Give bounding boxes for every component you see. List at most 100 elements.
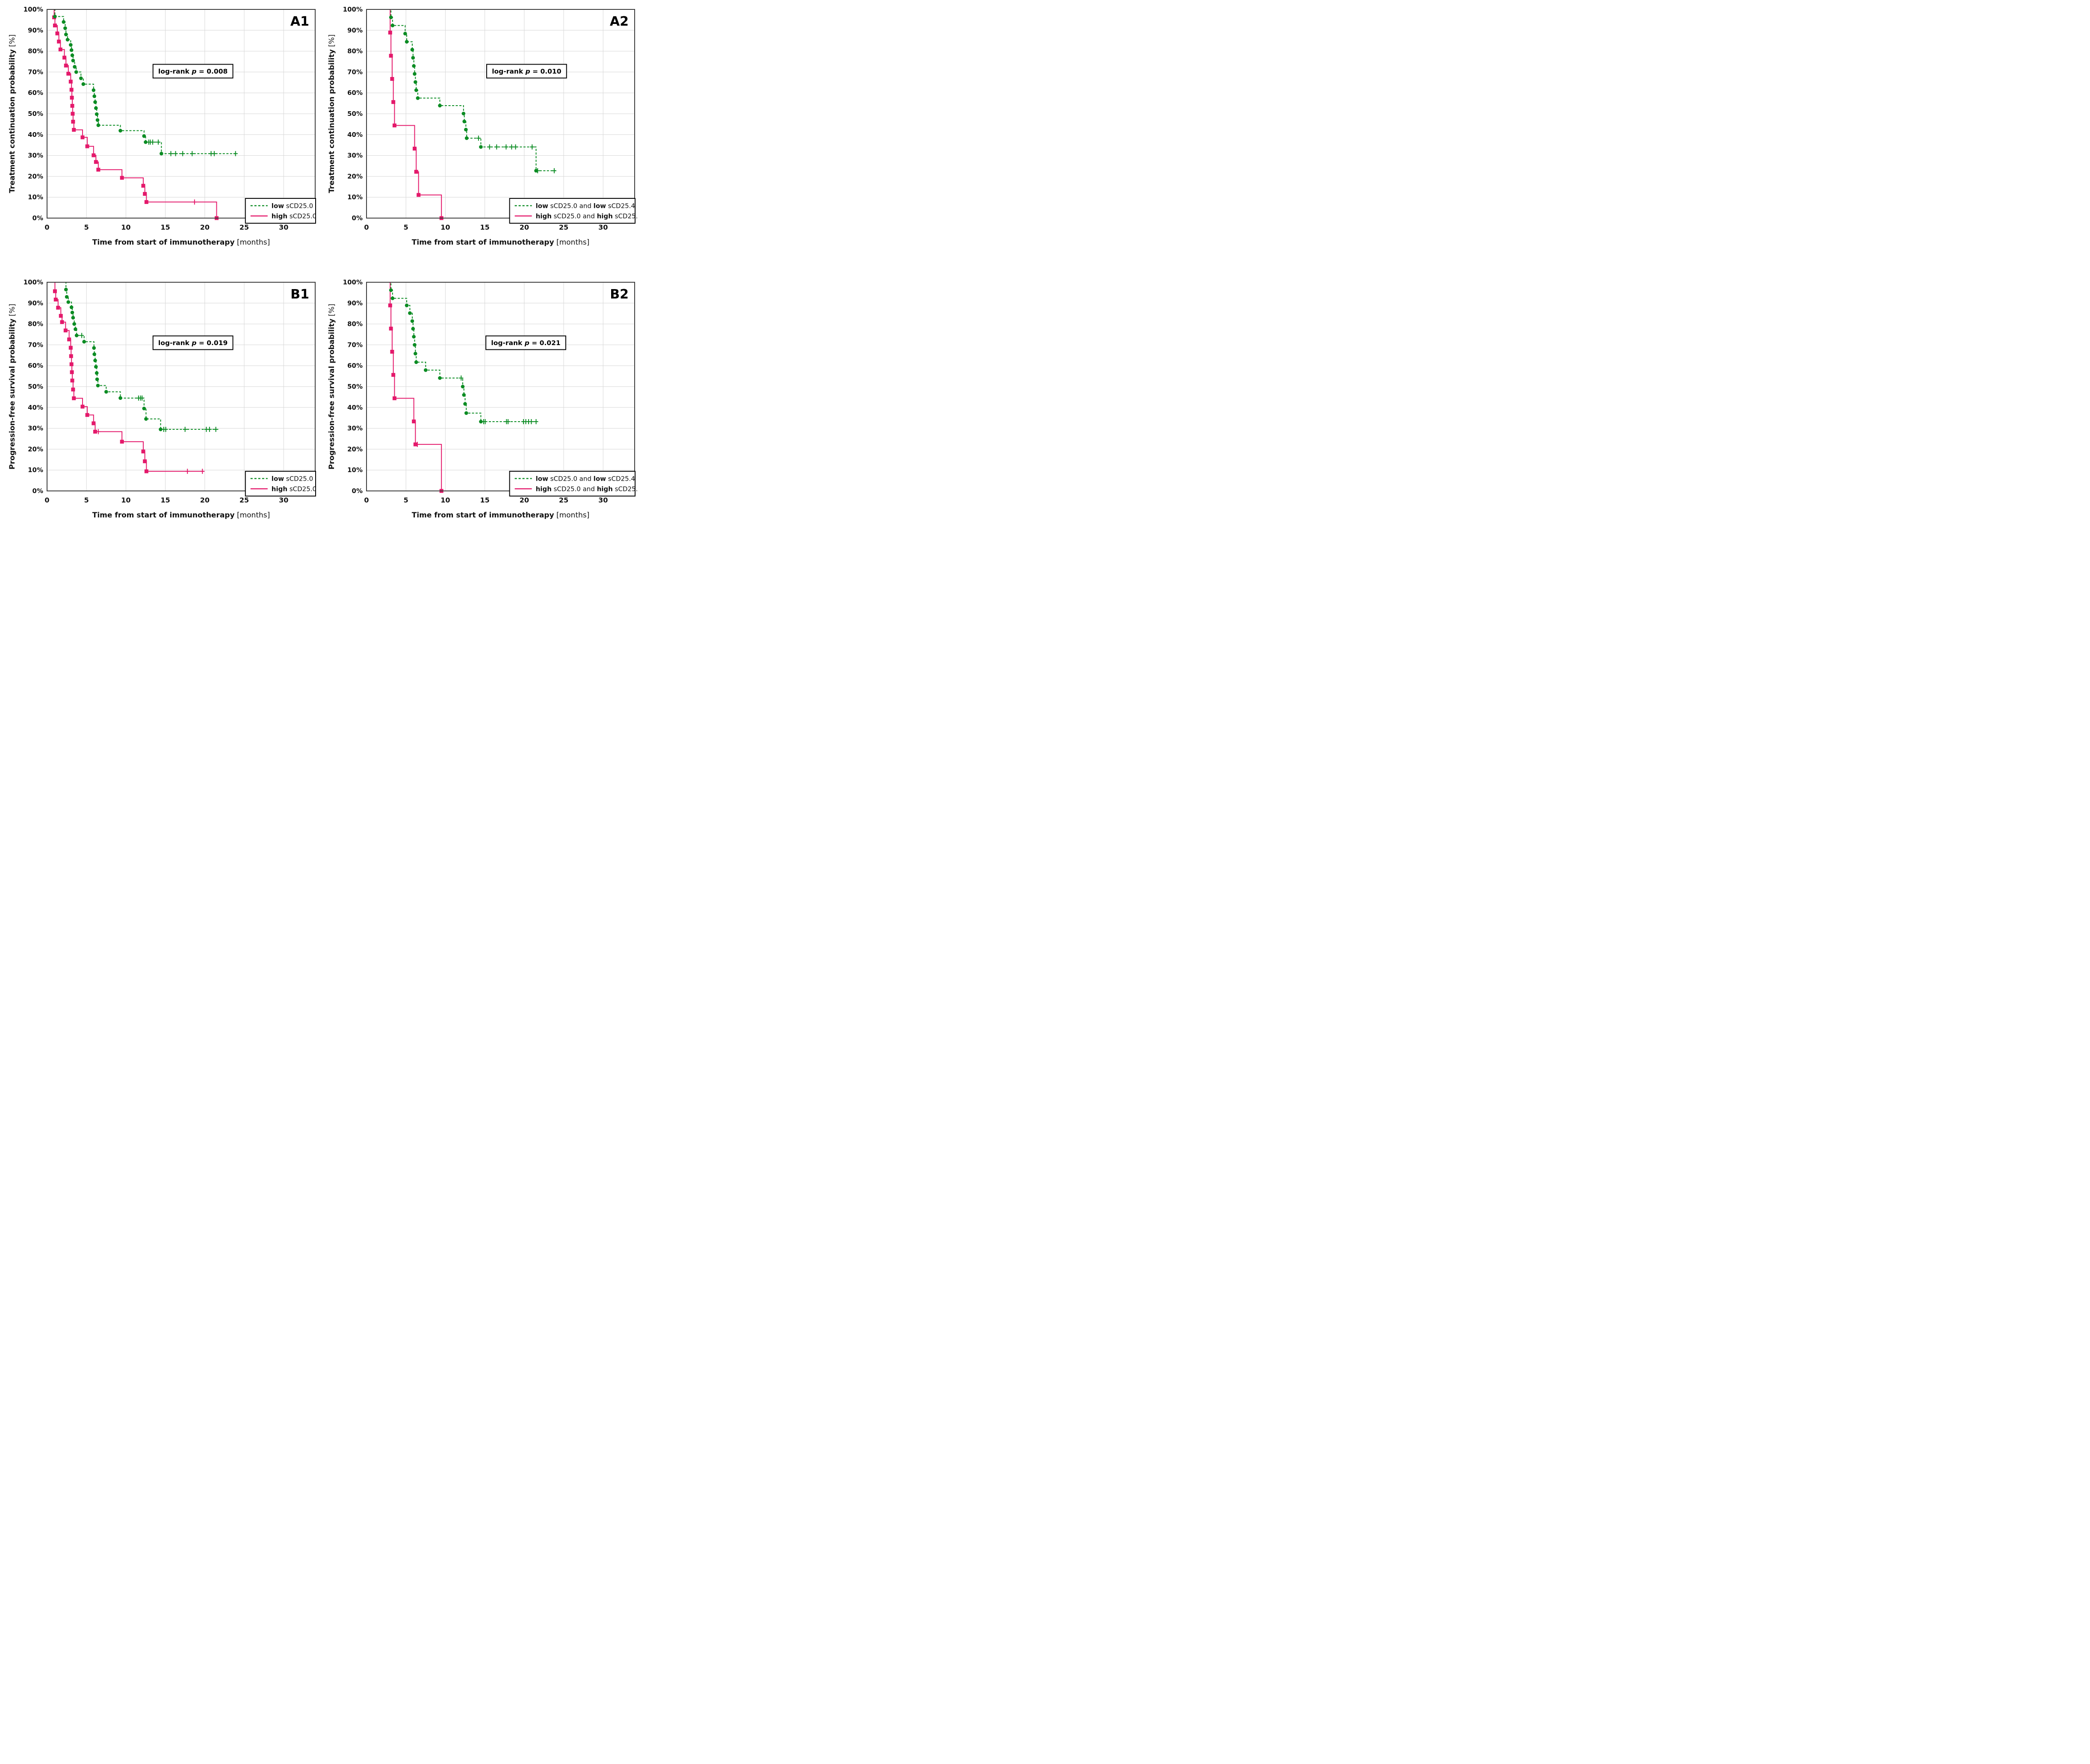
km-step-curve (47, 9, 236, 154)
censor-tick (534, 419, 538, 424)
x-axis-title: Time from start of immunotherapy [months… (92, 238, 270, 247)
event-marker-square (92, 421, 96, 425)
series-low (47, 282, 219, 432)
x-axis-title: Time from start of immunotherapy [months… (412, 511, 590, 520)
y-tick-label: 30% (28, 425, 43, 432)
event-marker-square (391, 373, 396, 377)
event-marker-circle (390, 24, 395, 27)
x-tick-label: 0 (364, 496, 369, 504)
censor-tick (163, 427, 168, 432)
event-marker-circle (72, 322, 76, 326)
event-marker-circle (463, 402, 467, 406)
series-low (367, 282, 539, 424)
y-tick-label: 80% (347, 320, 363, 328)
event-marker-square (388, 30, 392, 35)
censor-tick (509, 144, 514, 150)
y-tick-label: 0% (33, 214, 43, 222)
event-marker-circle (94, 106, 98, 110)
event-marker-circle (64, 33, 68, 36)
event-marker-circle (144, 140, 148, 144)
censor-tick (173, 151, 178, 157)
event-marker-square (69, 362, 74, 366)
event-marker-circle (74, 327, 77, 331)
event-marker-square (53, 289, 57, 293)
event-marker-circle (424, 368, 428, 372)
y-tick-label: 70% (347, 341, 363, 349)
event-marker-square (70, 370, 74, 374)
x-tick-label: 5 (84, 223, 89, 231)
y-tick-label: 90% (28, 299, 43, 307)
event-marker-circle (92, 346, 96, 350)
km-step-curve (367, 9, 556, 171)
event-marker-square (414, 170, 418, 174)
censor-tick (506, 419, 511, 424)
event-marker-circle (92, 94, 96, 98)
y-tick-label: 90% (347, 299, 363, 307)
km-panel-a1: 100% 90% 80% 70% 60% 50% 40% 30% 20% 10% 0% 0 5 10 15 2… (4, 4, 319, 269)
log-rank-text: log-rank p = 0.010 (492, 68, 561, 75)
event-marker-circle (411, 327, 415, 331)
event-marker-square (417, 193, 421, 197)
event-marker-square (53, 24, 57, 28)
censor-tick (233, 151, 238, 157)
event-marker-circle (69, 305, 74, 309)
event-marker-circle (73, 65, 77, 69)
log-rank-text: log-rank p = 0.008 (158, 68, 228, 75)
x-tick-label: 10 (440, 496, 450, 504)
event-marker-circle (82, 340, 86, 344)
event-marker-circle (93, 358, 97, 363)
y-axis-title: Treatment continuation probability [%] (328, 34, 336, 193)
event-marker-circle (405, 40, 409, 44)
event-marker-square (143, 459, 147, 464)
event-marker-circle (462, 393, 466, 397)
series-high (47, 9, 219, 220)
censor-tick (169, 151, 173, 157)
censor-tick (529, 419, 534, 424)
event-marker-square (69, 88, 74, 92)
km-panel-b2: 100% 90% 80% 70% 60% 50% 40% 30% 20% 10% 0% 0 5 10 15 2… (324, 277, 638, 542)
event-marker-square (62, 56, 67, 60)
event-marker-square (144, 469, 148, 473)
event-marker-circle (118, 396, 122, 400)
y-tick-label: 10% (347, 466, 363, 474)
legend-label: low sCD25.0 and low sCD25.4 (536, 475, 635, 483)
event-marker-square (389, 326, 393, 331)
censor-tick (504, 144, 508, 150)
event-marker-circle (410, 47, 414, 52)
y-tick-label: 100% (343, 278, 363, 286)
gridlines (367, 9, 635, 218)
censor-tick (80, 333, 84, 338)
y-tick-label: 0% (352, 487, 363, 495)
x-tick-label: 15 (480, 223, 489, 231)
x-axis-title: Time from start of immunotherapy [months… (412, 238, 590, 247)
y-tick-label: 60% (347, 362, 363, 369)
series-high (47, 282, 205, 474)
event-marker-square (69, 354, 73, 358)
axis-ticks: 100% 90% 80% 70% 60% 50% 40% 30% 20% 10% 0%0 5 10 15 2… (343, 6, 608, 231)
x-tick-label: 20 (520, 496, 529, 504)
censor-tick (192, 199, 197, 205)
censor-tick (151, 139, 155, 145)
log-rank-box: log-rank p = 0.010 (486, 64, 567, 79)
x-tick-label: 25 (559, 496, 568, 504)
event-marker-circle (405, 303, 409, 307)
event-marker-square (70, 103, 74, 108)
event-marker-circle (410, 319, 414, 323)
event-marker-circle (71, 316, 75, 320)
event-marker-circle (53, 15, 57, 18)
event-marker-circle (411, 56, 415, 60)
event-marker-square (141, 183, 145, 188)
event-marker-square (390, 77, 394, 81)
legend-box (509, 471, 636, 496)
event-marker-circle (64, 287, 68, 292)
event-marker-square (392, 396, 396, 400)
event-marker-circle (534, 168, 538, 173)
event-marker-circle (144, 417, 148, 421)
event-marker-circle (62, 20, 66, 24)
event-marker-square (94, 160, 98, 164)
y-tick-label: 100% (24, 278, 43, 286)
event-marker-circle (464, 127, 468, 132)
legend: low sCD25.0 and low sCD25.4 high sCD25.0 … (509, 198, 638, 224)
x-tick-label: 5 (404, 223, 408, 231)
event-marker-circle (159, 427, 163, 431)
